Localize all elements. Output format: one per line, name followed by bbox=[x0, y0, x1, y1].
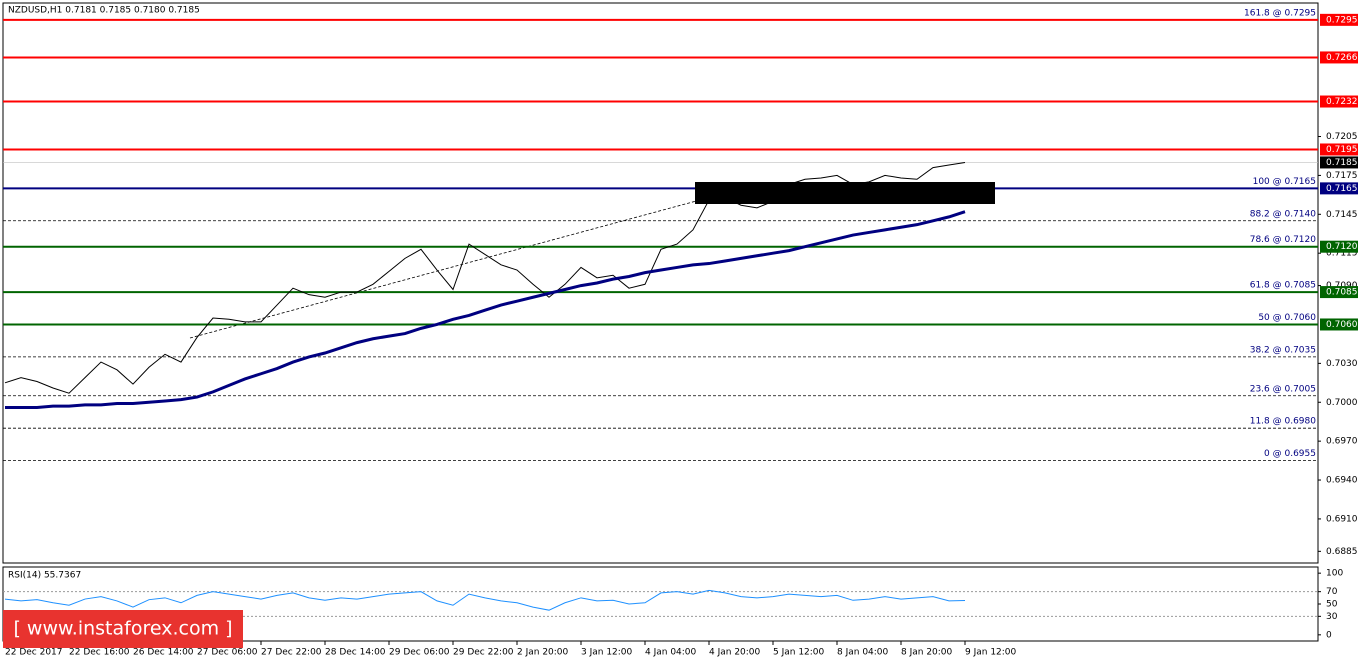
y-tick-label: 0.7205 bbox=[1326, 132, 1358, 142]
level-label: 23.6 @ 0.7005 bbox=[1250, 384, 1316, 394]
x-tick-label: 22 Dec 2017 bbox=[5, 648, 63, 658]
x-tick-label: 8 Jan 20:00 bbox=[901, 648, 953, 658]
y-tick-label: 0.6885 bbox=[1326, 547, 1358, 557]
last-price-tag bbox=[1320, 156, 1358, 169]
y-tick-label: 0 bbox=[1326, 630, 1332, 640]
series-line bbox=[5, 210, 966, 409]
x-tick-label: 2 Jan 20:00 bbox=[517, 648, 569, 658]
level-tag-label: 0.7085 bbox=[1326, 288, 1358, 298]
level-tag bbox=[1320, 182, 1358, 195]
level-label: 38.2 @ 0.7035 bbox=[1250, 345, 1316, 355]
level-tag bbox=[1320, 240, 1358, 253]
y-tick-label: 0.7000 bbox=[1326, 398, 1358, 408]
y-tick-label: 0.6910 bbox=[1326, 514, 1358, 524]
watermark-box bbox=[3, 610, 243, 648]
level-tag-label: 0.7165 bbox=[1326, 184, 1358, 194]
level-tag-label: 0.7232 bbox=[1326, 97, 1358, 107]
x-tick-label: 5 Jan 12:00 bbox=[773, 648, 825, 658]
watermark: [ www.instaforex.com ] bbox=[13, 618, 232, 640]
series-line bbox=[4, 589, 966, 611]
trend-line bbox=[189, 199, 701, 339]
level-label: 78.6 @ 0.7120 bbox=[1250, 235, 1317, 245]
marks: 0.72050.71750.71450.71150.70900.70300.70… bbox=[3, 18, 1358, 645]
level-tag-label: 0.7060 bbox=[1326, 320, 1358, 330]
overlay: 161.8 @ 0.7295 0.7295 0.7266 0.7232 0.7195 10… bbox=[5, 8, 1358, 658]
price-panel bbox=[2, 2, 1319, 564]
level-tag bbox=[1320, 143, 1358, 156]
x-tick-label: 8 Jan 04:00 bbox=[837, 648, 889, 658]
level-tag-label: 0.7120 bbox=[1326, 242, 1358, 252]
y-tick-label: 30 bbox=[1326, 612, 1338, 622]
y-tick-label: 0.6940 bbox=[1326, 476, 1358, 486]
level-label: 50 @ 0.7060 bbox=[1258, 313, 1316, 323]
level-label: 11.8 @ 0.6980 bbox=[1250, 417, 1317, 427]
x-tick-label: 28 Dec 14:00 bbox=[325, 648, 386, 658]
y-tick-label: 0.7115 bbox=[1326, 249, 1358, 259]
level-label: 161.8 @ 0.7295 bbox=[1244, 8, 1316, 18]
level-tag bbox=[1320, 286, 1358, 299]
x-tick-label: 4 Jan 20:00 bbox=[709, 648, 761, 658]
rsi-title: RSI(14) 55.7367 bbox=[8, 571, 81, 581]
level-label: 0 @ 0.6955 bbox=[1264, 449, 1316, 459]
level-tag bbox=[1320, 13, 1358, 26]
x-tick-label: 29 Dec 22:00 bbox=[453, 648, 514, 658]
y-tick-label: 50 bbox=[1326, 600, 1338, 610]
y-tick-label: 0.7175 bbox=[1326, 171, 1358, 181]
y-tick-label: 100 bbox=[1326, 569, 1343, 579]
x-tick-label: 27 Dec 22:00 bbox=[261, 648, 322, 658]
y-tick-label: 0.7030 bbox=[1326, 359, 1358, 369]
level-tag-label: 0.7266 bbox=[1326, 53, 1358, 63]
level-label: 61.8 @ 0.7085 bbox=[1250, 281, 1316, 291]
level-label: 100 @ 0.7165 bbox=[1253, 177, 1316, 187]
x-tick-label: 22 Dec 16:00 bbox=[69, 648, 130, 658]
x-tick-label: 26 Dec 14:00 bbox=[133, 648, 194, 658]
level-label: 88.2 @ 0.7140 bbox=[1250, 209, 1317, 219]
x-tick-label: 9 Jan 12:00 bbox=[965, 648, 1017, 658]
x-tick-label: 3 Jan 12:00 bbox=[581, 648, 633, 658]
x-tick-label: 27 Dec 06:00 bbox=[197, 648, 258, 658]
last-price-label: 0.7185 bbox=[1326, 158, 1358, 168]
level-tag-label: 0.7295 bbox=[1326, 15, 1358, 25]
x-tick-label: 4 Jan 04:00 bbox=[645, 648, 697, 658]
y-tick-label: 70 bbox=[1326, 587, 1338, 597]
x-tick-label: 29 Dec 06:00 bbox=[389, 648, 450, 658]
highlight-box bbox=[695, 182, 995, 204]
series-line bbox=[4, 161, 966, 394]
level-tag bbox=[1320, 95, 1358, 108]
level-tag bbox=[1320, 318, 1358, 331]
price-title: NZDUSD,H1 0.7181 0.7185 0.7180 0.7185 bbox=[8, 6, 200, 16]
y-tick-label: 0.6970 bbox=[1326, 437, 1358, 447]
level-tag bbox=[1320, 51, 1358, 64]
level-tag-label: 0.7195 bbox=[1326, 145, 1358, 155]
y-tick-label: 0.7145 bbox=[1326, 210, 1358, 220]
